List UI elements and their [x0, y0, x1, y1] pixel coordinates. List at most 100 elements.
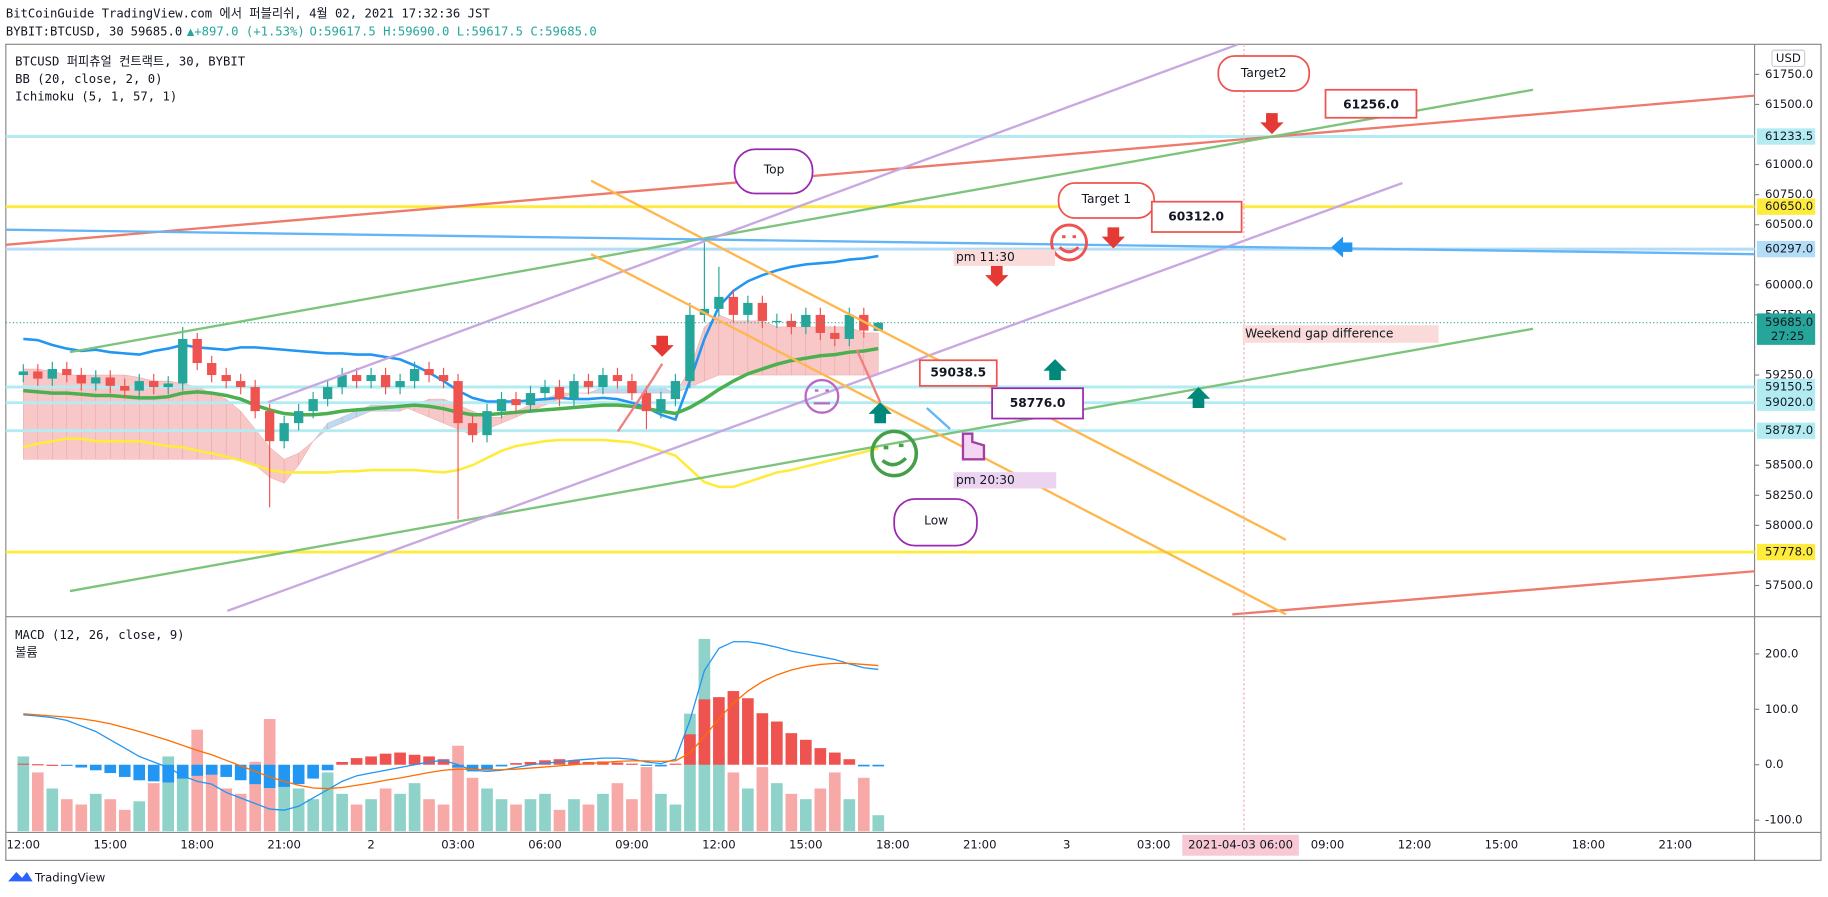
volume-bar: [785, 793, 798, 832]
candle-body: [265, 411, 275, 442]
x-tick-label: 15:00: [93, 838, 127, 852]
macd-histogram: [524, 761, 537, 765]
x-tick-label: 21:00: [963, 838, 997, 852]
macd-histogram: [31, 764, 44, 766]
macd-histogram: [408, 754, 421, 765]
volume-bar: [234, 793, 247, 832]
x-tick-label: 18:00: [876, 838, 910, 852]
price-label-box: [1756, 422, 1816, 439]
volume-bar: [89, 793, 102, 832]
macd-histogram: [843, 759, 856, 765]
signal-line: [23, 662, 879, 790]
price-label-box: [1756, 378, 1816, 396]
countdown: 27:25: [1771, 329, 1805, 343]
x-tick-label: 15:00: [789, 838, 823, 852]
volume-bar: [46, 788, 59, 832]
price-label: 59150.5: [1765, 380, 1813, 394]
symbol-line: BYBIT:BTCUSD, 30 59685.0 ▲+897.0 (+1.53%) O…: [6, 24, 597, 38]
callout: [893, 498, 978, 547]
volume-bar: [292, 788, 305, 832]
candle-body: [438, 375, 449, 382]
price-label: 58787.0: [1765, 423, 1813, 437]
price-label: 61233.5: [1765, 129, 1813, 143]
ichimoku-cloud: [52, 371, 68, 460]
y-tick-label: 61750.0: [1765, 67, 1813, 81]
candle-body: [453, 381, 463, 424]
volume-bar: [568, 799, 580, 832]
callout-text: Target2: [1240, 66, 1287, 80]
trend-line: [267, 43, 1239, 404]
macd-histogram: [742, 698, 754, 765]
volume-bar: [278, 777, 290, 832]
candle-body: [279, 423, 289, 442]
macd-histogram: [684, 734, 696, 765]
macd-histogram: [698, 699, 711, 765]
candle-body: [714, 296, 724, 309]
volume-bar: [452, 745, 464, 832]
volume-bar: [669, 804, 682, 832]
time-note-text: pm 11:30: [956, 250, 1015, 264]
y-tick-label: 61500.0: [1765, 97, 1813, 111]
candle-body: [221, 375, 231, 382]
price-note-text: 60312.0: [1168, 209, 1224, 223]
volume-bar: [31, 772, 44, 832]
price-note-text: 58776.0: [1010, 396, 1066, 410]
candle-body: [685, 314, 695, 382]
callout: [1057, 182, 1156, 219]
candle-body: [47, 369, 57, 379]
macd-histogram: [336, 761, 348, 765]
candle-body: [627, 381, 637, 394]
candle-body: [801, 314, 811, 327]
volume-bar: [872, 815, 885, 832]
candle-body: [598, 375, 608, 388]
price-label: 59020.0: [1765, 395, 1813, 409]
candle-body: [728, 296, 739, 315]
trend-line: [226, 181, 1403, 612]
y-tick-label: 200.0: [1765, 646, 1798, 660]
macd-histogram: [655, 764, 667, 767]
candle-body: [192, 338, 202, 364]
volume-bar: [640, 767, 653, 832]
ichimoku-cloud: [37, 368, 53, 460]
candle-body: [380, 375, 391, 388]
volume-bar: [423, 799, 435, 832]
y-tick-label: 59250.0: [1765, 368, 1813, 382]
price-note-text: 59038.5: [930, 366, 986, 380]
volume-bar: [162, 756, 175, 832]
smiley: [1050, 223, 1088, 262]
macd-histogram: [104, 764, 117, 774]
macd-histogram: [872, 764, 885, 767]
candle-body: [322, 387, 333, 400]
gap-note-text: Weekend gap difference: [1245, 327, 1393, 341]
candle-body: [120, 385, 130, 391]
volume-bar: [626, 799, 638, 832]
legend: Ichimoku (5, 1, 57, 1): [15, 89, 177, 103]
ichimoku-cloud: [298, 441, 314, 467]
volume-bar: [582, 804, 595, 832]
volume-bar: [220, 788, 233, 832]
macd-histogram: [394, 752, 406, 765]
macd-histogram: [510, 763, 522, 765]
volume-bar: [756, 767, 769, 832]
callout-text: Low: [924, 514, 948, 528]
volume-bar: [365, 799, 377, 832]
macd-histogram: [727, 691, 740, 765]
down-arrow: [1101, 227, 1126, 249]
currency-box: [1771, 49, 1806, 68]
macd-histogram: [350, 758, 363, 765]
price-note: [1324, 88, 1418, 119]
candle-body: [540, 387, 550, 394]
trend-line: [590, 253, 1287, 616]
x-tick-label: 21:00: [267, 838, 301, 852]
symbol: BYBIT:BTCUSD, 30: [6, 24, 124, 38]
volume-bar: [408, 783, 421, 832]
macd-histogram: [75, 764, 88, 768]
x-tick-label: 2: [367, 838, 374, 852]
macd-histogram: [205, 764, 218, 775]
price-note-text: 61256.0: [1343, 97, 1399, 111]
gap-note: [1242, 325, 1439, 343]
macd-histogram: [452, 764, 464, 768]
x-tick-label: 3: [1063, 838, 1070, 852]
x-tick-label: 03:00: [441, 838, 475, 852]
volume-bar: [205, 767, 218, 832]
